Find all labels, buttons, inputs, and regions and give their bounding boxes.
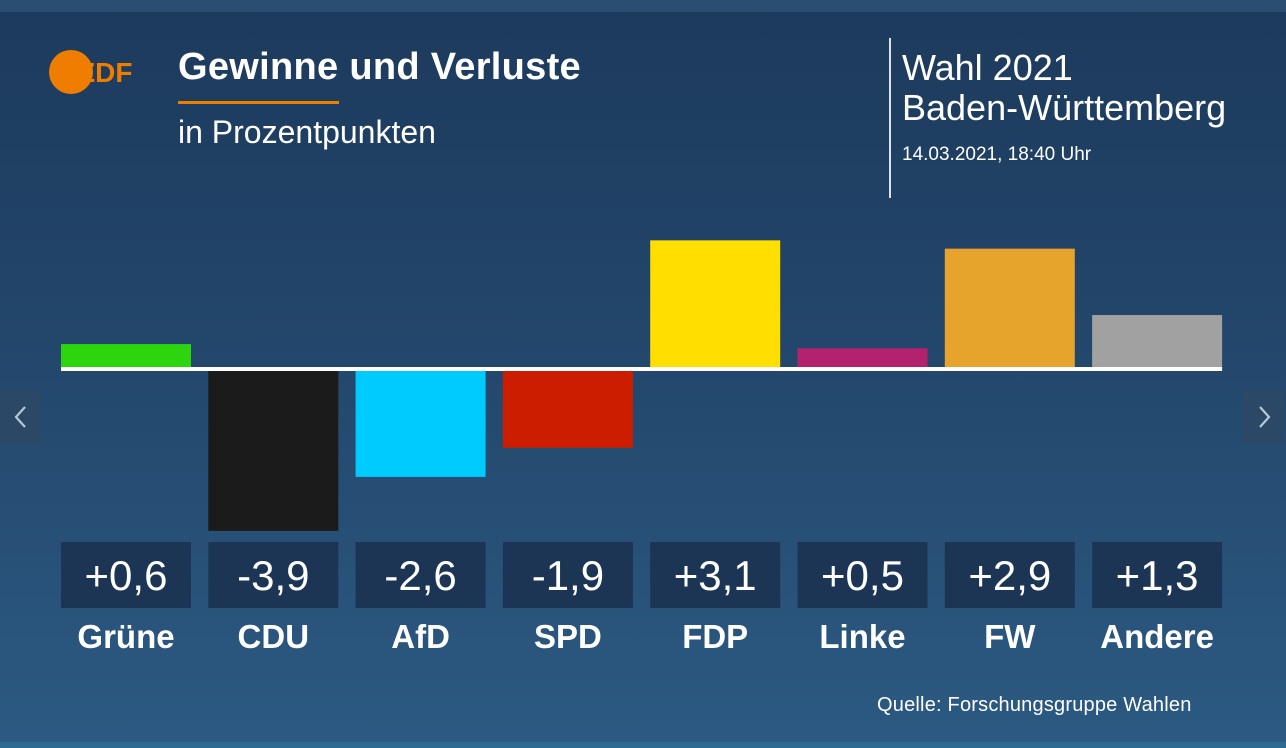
category-label-6: FW xyxy=(984,618,1036,655)
value-box-2 xyxy=(355,542,486,608)
category-label-3: SPD xyxy=(534,618,602,655)
value-box-0 xyxy=(61,542,191,608)
bar-7 xyxy=(1092,315,1223,369)
bar-0 xyxy=(61,344,191,369)
value-box-3 xyxy=(502,542,633,608)
bar-1 xyxy=(208,369,339,531)
category-label-1: CDU xyxy=(238,618,310,655)
value-label-4: +3,1 xyxy=(674,552,757,599)
zero-baseline xyxy=(61,367,1223,371)
chart-title: Gewinne und Verluste xyxy=(178,46,581,88)
svg-text:ZDF: ZDF xyxy=(78,57,132,88)
value-box-4 xyxy=(650,542,781,608)
header-divider xyxy=(889,38,891,198)
value-label-6: +2,9 xyxy=(968,552,1051,599)
value-label-2: -2,6 xyxy=(384,552,456,599)
chevron-right-icon xyxy=(1258,406,1270,428)
value-label-3: -1,9 xyxy=(532,552,604,599)
bar-2 xyxy=(355,369,486,477)
value-box-1 xyxy=(208,542,339,608)
top-frame-bar xyxy=(0,0,1286,12)
bar-4 xyxy=(650,240,781,369)
value-label-0: +0,6 xyxy=(85,552,168,599)
category-label-2: AfD xyxy=(391,618,450,655)
bottom-frame-bar xyxy=(0,742,1286,748)
bar-6 xyxy=(944,248,1075,369)
chart-subtitle: in Prozentpunkten xyxy=(178,114,436,150)
title-underline xyxy=(178,101,339,104)
prev-button[interactable] xyxy=(0,390,41,444)
bar-5 xyxy=(797,348,928,369)
chevron-left-icon xyxy=(14,406,26,428)
value-label-1: -3,9 xyxy=(237,552,309,599)
next-button[interactable] xyxy=(1243,390,1284,444)
zdf-logo: ZDF xyxy=(48,48,138,96)
value-box-6 xyxy=(944,542,1075,608)
election-title: Wahl 2021 xyxy=(902,47,1073,88)
value-label-7: +1,3 xyxy=(1116,552,1199,599)
category-label-7: Andere xyxy=(1100,618,1214,655)
bar-3 xyxy=(502,369,633,448)
category-label-0: Grüne xyxy=(77,618,174,655)
category-label-5: Linke xyxy=(819,618,905,655)
value-box-5 xyxy=(797,542,928,608)
value-label-5: +0,5 xyxy=(821,552,904,599)
category-label-4: FDP xyxy=(682,618,748,655)
election-timestamp: 14.03.2021, 18:40 Uhr xyxy=(902,144,1092,165)
election-region: Baden-Württemberg xyxy=(902,87,1227,128)
source-note: Quelle: Forschungsgruppe Wahlen xyxy=(877,694,1192,716)
value-box-7 xyxy=(1092,542,1223,608)
